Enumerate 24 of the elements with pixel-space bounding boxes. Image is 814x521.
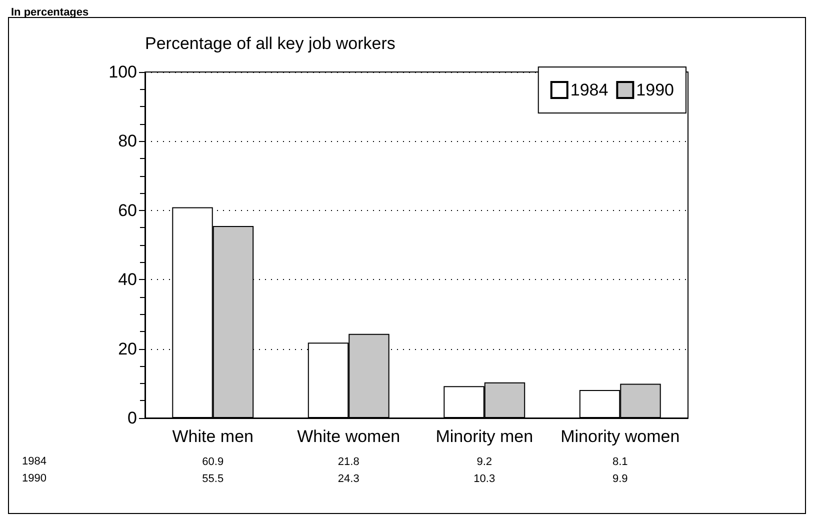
- y-tick-label: 100: [108, 62, 137, 82]
- y-tick-label: 20: [118, 339, 137, 358]
- x-tick-label: Minority women: [560, 427, 680, 446]
- legend-label: 1984: [570, 80, 608, 100]
- text: 1990: [22, 472, 46, 484]
- x-tick-label: Minority men: [436, 427, 534, 446]
- data-label: 8.1: [612, 456, 628, 468]
- data-label: 21.8: [338, 456, 360, 468]
- legend-label: 1990: [636, 80, 674, 100]
- y-tick-label: 60: [118, 200, 137, 220]
- x-tick-label: White men: [172, 427, 254, 446]
- data-label: 55.5: [202, 473, 224, 485]
- data-label: 9.2: [476, 456, 492, 468]
- data-label: 10.3: [474, 473, 496, 485]
- y-tick-label: 40: [118, 270, 137, 290]
- data-label: 9.9: [612, 473, 628, 485]
- data-label: 60.9: [202, 456, 224, 468]
- text: In percentages: [11, 6, 89, 18]
- x-tick-label: White women: [297, 427, 400, 446]
- text: 1984: [22, 456, 46, 468]
- y-axis-title: Percentage of all key job workers: [145, 34, 396, 53]
- y-tick-label: 80: [118, 132, 137, 151]
- data-label: 24.3: [338, 473, 360, 485]
- y-tick-label: 0: [128, 408, 137, 428]
